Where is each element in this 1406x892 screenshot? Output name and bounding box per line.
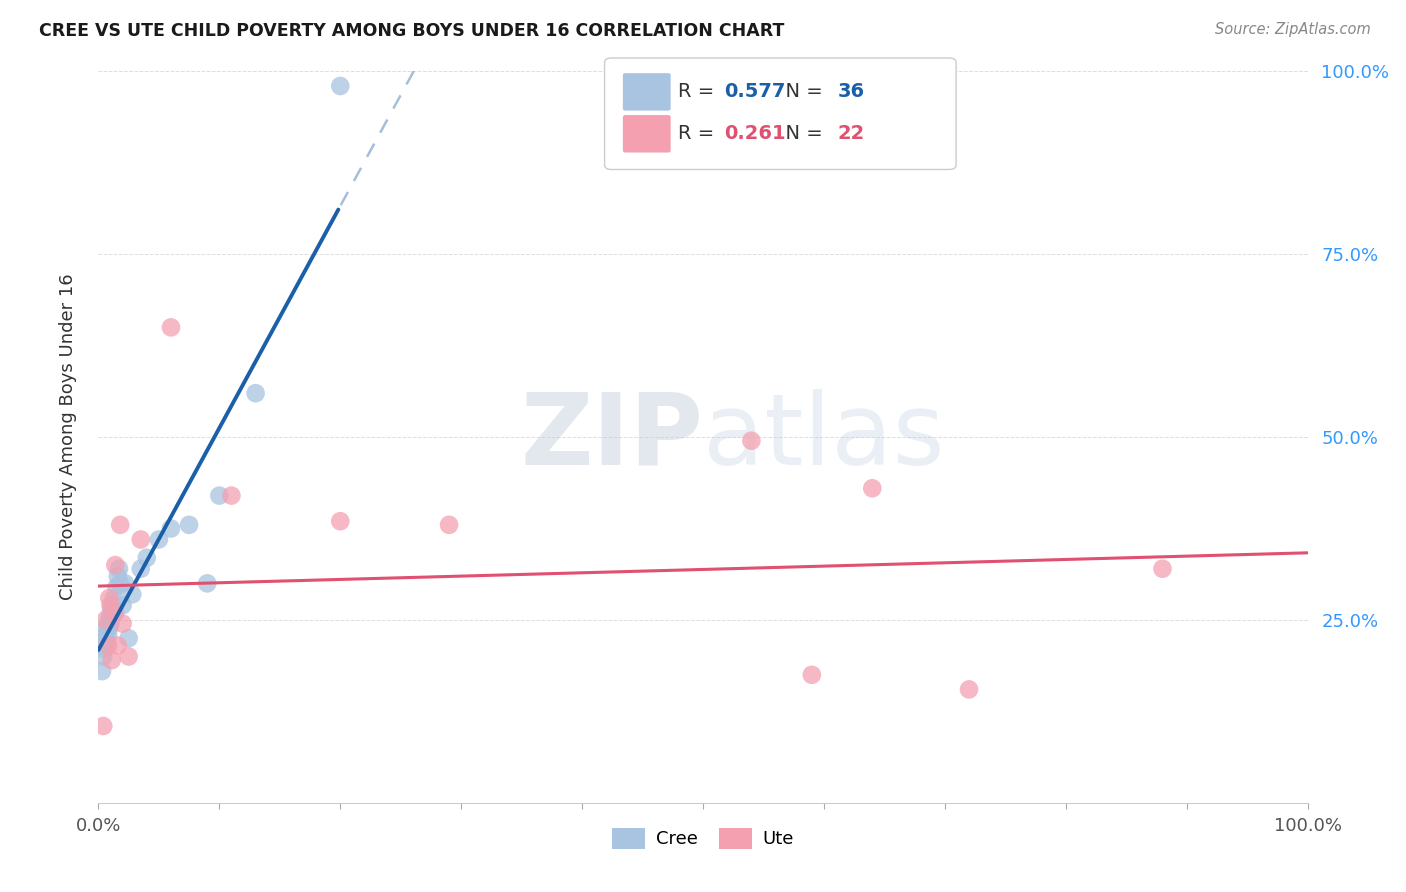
Point bbox=[114, 576, 136, 591]
Point bbox=[245, 386, 267, 401]
Point bbox=[91, 719, 114, 733]
Point bbox=[94, 639, 117, 653]
Text: 0.577: 0.577 bbox=[724, 82, 786, 102]
Point bbox=[91, 664, 114, 678]
Point bbox=[98, 591, 121, 605]
Point bbox=[98, 613, 121, 627]
Point bbox=[96, 635, 118, 649]
Text: 36: 36 bbox=[838, 82, 865, 102]
Point bbox=[97, 616, 120, 631]
Point bbox=[100, 606, 122, 620]
Point bbox=[103, 591, 125, 605]
Point bbox=[118, 632, 141, 646]
Point bbox=[97, 627, 120, 641]
Point bbox=[148, 533, 170, 547]
Text: 0.261: 0.261 bbox=[724, 124, 786, 144]
Point bbox=[93, 642, 115, 657]
Point bbox=[97, 639, 120, 653]
Point bbox=[108, 517, 131, 532]
Text: CREE VS UTE CHILD POVERTY AMONG BOYS UNDER 16 CORRELATION CHART: CREE VS UTE CHILD POVERTY AMONG BOYS UND… bbox=[39, 22, 785, 40]
Point bbox=[104, 606, 127, 620]
Text: N =: N = bbox=[773, 124, 830, 144]
Text: N =: N = bbox=[773, 82, 830, 102]
Point bbox=[104, 558, 127, 573]
Point bbox=[94, 627, 117, 641]
Text: Source: ZipAtlas.com: Source: ZipAtlas.com bbox=[1215, 22, 1371, 37]
Text: 22: 22 bbox=[838, 124, 865, 144]
Point bbox=[118, 649, 141, 664]
Point bbox=[108, 562, 131, 576]
Point bbox=[1152, 562, 1174, 576]
Point bbox=[100, 599, 122, 613]
Point bbox=[329, 514, 352, 528]
Point bbox=[111, 599, 134, 613]
Point bbox=[195, 576, 218, 591]
Text: atlas: atlas bbox=[703, 389, 945, 485]
Point bbox=[103, 606, 125, 620]
Point bbox=[740, 434, 762, 448]
Point bbox=[208, 489, 231, 503]
Point bbox=[91, 649, 114, 664]
Point bbox=[100, 616, 122, 631]
Point bbox=[100, 609, 122, 624]
Point bbox=[129, 533, 152, 547]
Legend: Cree, Ute: Cree, Ute bbox=[605, 821, 801, 856]
Point bbox=[107, 569, 129, 583]
Text: R =: R = bbox=[678, 82, 720, 102]
Point bbox=[105, 580, 128, 594]
Point bbox=[101, 602, 124, 616]
Point bbox=[108, 576, 131, 591]
Point bbox=[221, 489, 243, 503]
Point bbox=[129, 562, 152, 576]
Point bbox=[94, 613, 117, 627]
Point bbox=[957, 682, 980, 697]
Point bbox=[93, 632, 115, 646]
Point bbox=[437, 517, 460, 532]
Text: R =: R = bbox=[678, 124, 720, 144]
Text: ZIP: ZIP bbox=[520, 389, 703, 485]
Point bbox=[111, 616, 134, 631]
Point bbox=[121, 587, 143, 601]
Point bbox=[100, 653, 122, 667]
Y-axis label: Child Poverty Among Boys Under 16: Child Poverty Among Boys Under 16 bbox=[59, 274, 77, 600]
Point bbox=[179, 517, 201, 532]
Point bbox=[98, 620, 121, 634]
Point bbox=[100, 599, 122, 613]
Point bbox=[800, 667, 823, 681]
Point bbox=[107, 639, 129, 653]
Point bbox=[160, 521, 183, 535]
Point bbox=[329, 78, 352, 93]
Point bbox=[860, 481, 883, 495]
Point bbox=[96, 620, 118, 634]
Point bbox=[160, 320, 183, 334]
Point bbox=[135, 550, 157, 565]
